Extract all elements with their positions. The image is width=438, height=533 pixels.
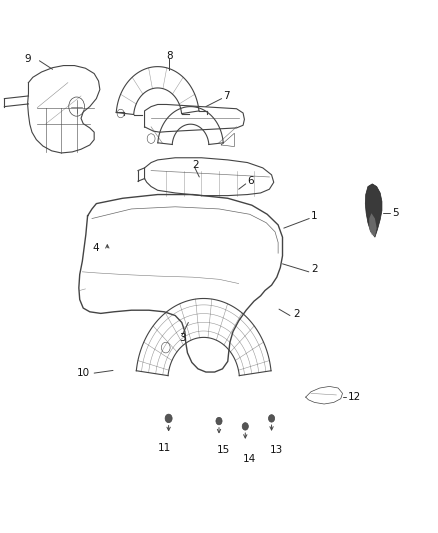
Text: 9: 9	[24, 54, 31, 63]
Text: 6: 6	[247, 176, 254, 186]
Text: 8: 8	[166, 51, 173, 61]
Text: 5: 5	[392, 208, 399, 218]
Text: 2: 2	[311, 264, 318, 274]
Circle shape	[165, 414, 172, 423]
Text: 13: 13	[269, 446, 283, 455]
Text: 14: 14	[243, 455, 256, 464]
Circle shape	[268, 415, 275, 422]
Polygon shape	[365, 184, 382, 237]
Text: 12: 12	[348, 392, 361, 402]
Text: 15: 15	[217, 446, 230, 455]
Text: 7: 7	[223, 91, 230, 101]
Circle shape	[216, 417, 222, 425]
Text: 4: 4	[92, 243, 99, 253]
Text: 2: 2	[193, 160, 199, 170]
Circle shape	[242, 423, 248, 430]
Text: 11: 11	[158, 443, 171, 453]
Text: 3: 3	[180, 334, 186, 343]
Text: 1: 1	[311, 211, 318, 221]
Text: 2: 2	[293, 310, 300, 319]
Text: 10: 10	[77, 368, 90, 378]
Polygon shape	[369, 213, 377, 237]
